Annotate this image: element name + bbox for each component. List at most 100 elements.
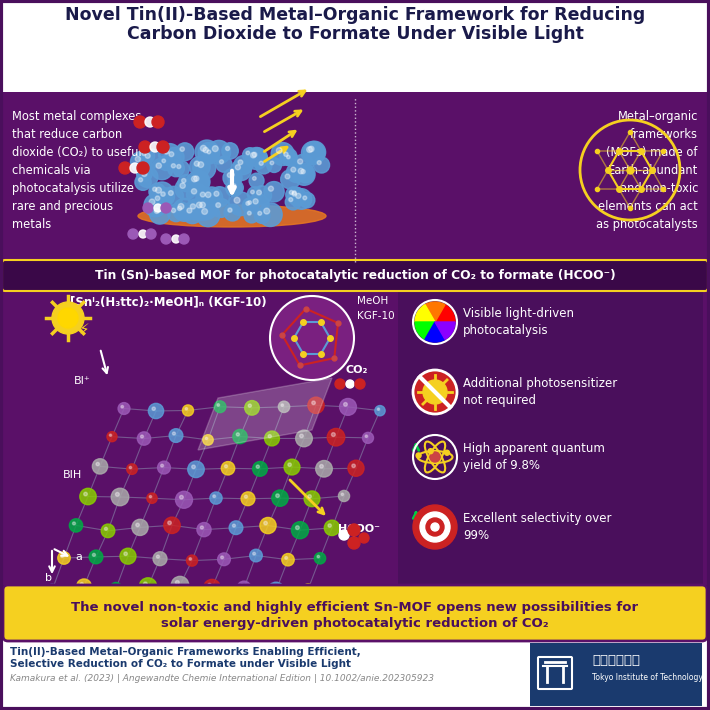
Wedge shape [415, 305, 435, 322]
Circle shape [324, 520, 339, 535]
Circle shape [295, 430, 312, 447]
Circle shape [218, 553, 230, 566]
Circle shape [233, 430, 247, 444]
Circle shape [305, 586, 307, 589]
Text: H₃ttc: trithiocyanuric acid, MeOH: methanol, BIH: 1,3-dimethyl-2-phenyl-2,3-dihy: H₃ttc: trithiocyanuric acid, MeOH: metha… [8, 604, 436, 613]
Circle shape [142, 171, 147, 177]
Circle shape [124, 552, 127, 555]
Text: Selective Reduction of CO₂ to Formate under Visible Light: Selective Reduction of CO₂ to Formate un… [10, 659, 351, 669]
Circle shape [154, 204, 162, 212]
Circle shape [80, 488, 96, 505]
Circle shape [164, 517, 180, 533]
Circle shape [377, 408, 380, 410]
Text: HCOO⁻: HCOO⁻ [338, 524, 380, 534]
Circle shape [224, 204, 241, 221]
Circle shape [121, 405, 124, 408]
Circle shape [291, 522, 309, 539]
Circle shape [143, 582, 147, 586]
Circle shape [45, 584, 58, 597]
Circle shape [192, 189, 197, 194]
Circle shape [287, 588, 297, 598]
Circle shape [119, 588, 129, 598]
Circle shape [315, 552, 326, 564]
Circle shape [146, 229, 156, 239]
Circle shape [264, 521, 268, 525]
Circle shape [185, 199, 207, 220]
Circle shape [92, 553, 95, 557]
Circle shape [282, 554, 294, 566]
Circle shape [171, 577, 189, 594]
Circle shape [258, 212, 262, 215]
Circle shape [138, 178, 143, 182]
Circle shape [209, 187, 229, 207]
Circle shape [327, 428, 345, 446]
FancyBboxPatch shape [0, 638, 710, 710]
Circle shape [150, 142, 160, 152]
Circle shape [284, 152, 288, 156]
Circle shape [316, 461, 332, 477]
Text: Most metal complexes
that reduce carbon
dioxide (CO₂) to useful
chemicals via
ph: Most metal complexes that reduce carbon … [12, 110, 141, 231]
Circle shape [260, 518, 276, 534]
Circle shape [275, 494, 279, 498]
Circle shape [178, 175, 195, 192]
Circle shape [169, 152, 174, 157]
Circle shape [253, 552, 256, 555]
Circle shape [304, 491, 320, 507]
Circle shape [129, 466, 131, 469]
Circle shape [256, 158, 272, 174]
FancyBboxPatch shape [3, 585, 707, 602]
Circle shape [246, 151, 250, 155]
Circle shape [335, 379, 345, 389]
Text: Tokyo Institute of Technology: Tokyo Institute of Technology [592, 674, 703, 682]
Text: Novel Tin(II)-Based Metal–Organic Framework for Reducing: Novel Tin(II)-Based Metal–Organic Framew… [65, 6, 645, 24]
Circle shape [200, 146, 207, 151]
Text: a: a [75, 552, 82, 562]
Text: Tin(II)-Based Metal–Organic Frameworks Enabling Efficient,: Tin(II)-Based Metal–Organic Frameworks E… [10, 647, 361, 657]
Circle shape [197, 202, 202, 208]
Circle shape [207, 584, 212, 587]
Circle shape [145, 153, 151, 158]
Circle shape [300, 192, 315, 208]
Circle shape [285, 174, 290, 179]
Circle shape [113, 585, 116, 588]
Circle shape [49, 587, 52, 590]
Circle shape [176, 143, 194, 160]
Circle shape [182, 204, 202, 224]
Circle shape [189, 171, 210, 192]
Circle shape [276, 148, 282, 153]
Circle shape [143, 203, 153, 213]
Text: C: C [50, 588, 58, 598]
Circle shape [194, 176, 199, 181]
Circle shape [204, 579, 220, 596]
Circle shape [285, 557, 288, 559]
Circle shape [185, 408, 187, 410]
Circle shape [431, 523, 439, 531]
Circle shape [251, 153, 256, 158]
FancyBboxPatch shape [530, 643, 702, 706]
Circle shape [139, 141, 151, 153]
Circle shape [107, 432, 117, 442]
Circle shape [283, 152, 297, 166]
Circle shape [157, 188, 175, 206]
Circle shape [355, 379, 365, 389]
Circle shape [109, 434, 111, 436]
Circle shape [155, 187, 161, 193]
Circle shape [278, 401, 290, 413]
FancyBboxPatch shape [0, 92, 710, 270]
Circle shape [234, 197, 240, 203]
Circle shape [174, 202, 190, 219]
Circle shape [134, 116, 146, 128]
Circle shape [332, 432, 335, 437]
Circle shape [180, 147, 185, 151]
Circle shape [175, 581, 180, 584]
Circle shape [214, 191, 219, 196]
Circle shape [179, 234, 189, 244]
Circle shape [147, 493, 157, 503]
Wedge shape [425, 322, 445, 342]
Circle shape [193, 157, 216, 180]
Circle shape [186, 171, 209, 194]
Circle shape [298, 168, 304, 174]
Circle shape [314, 157, 329, 173]
Circle shape [128, 229, 138, 239]
Circle shape [254, 208, 270, 224]
